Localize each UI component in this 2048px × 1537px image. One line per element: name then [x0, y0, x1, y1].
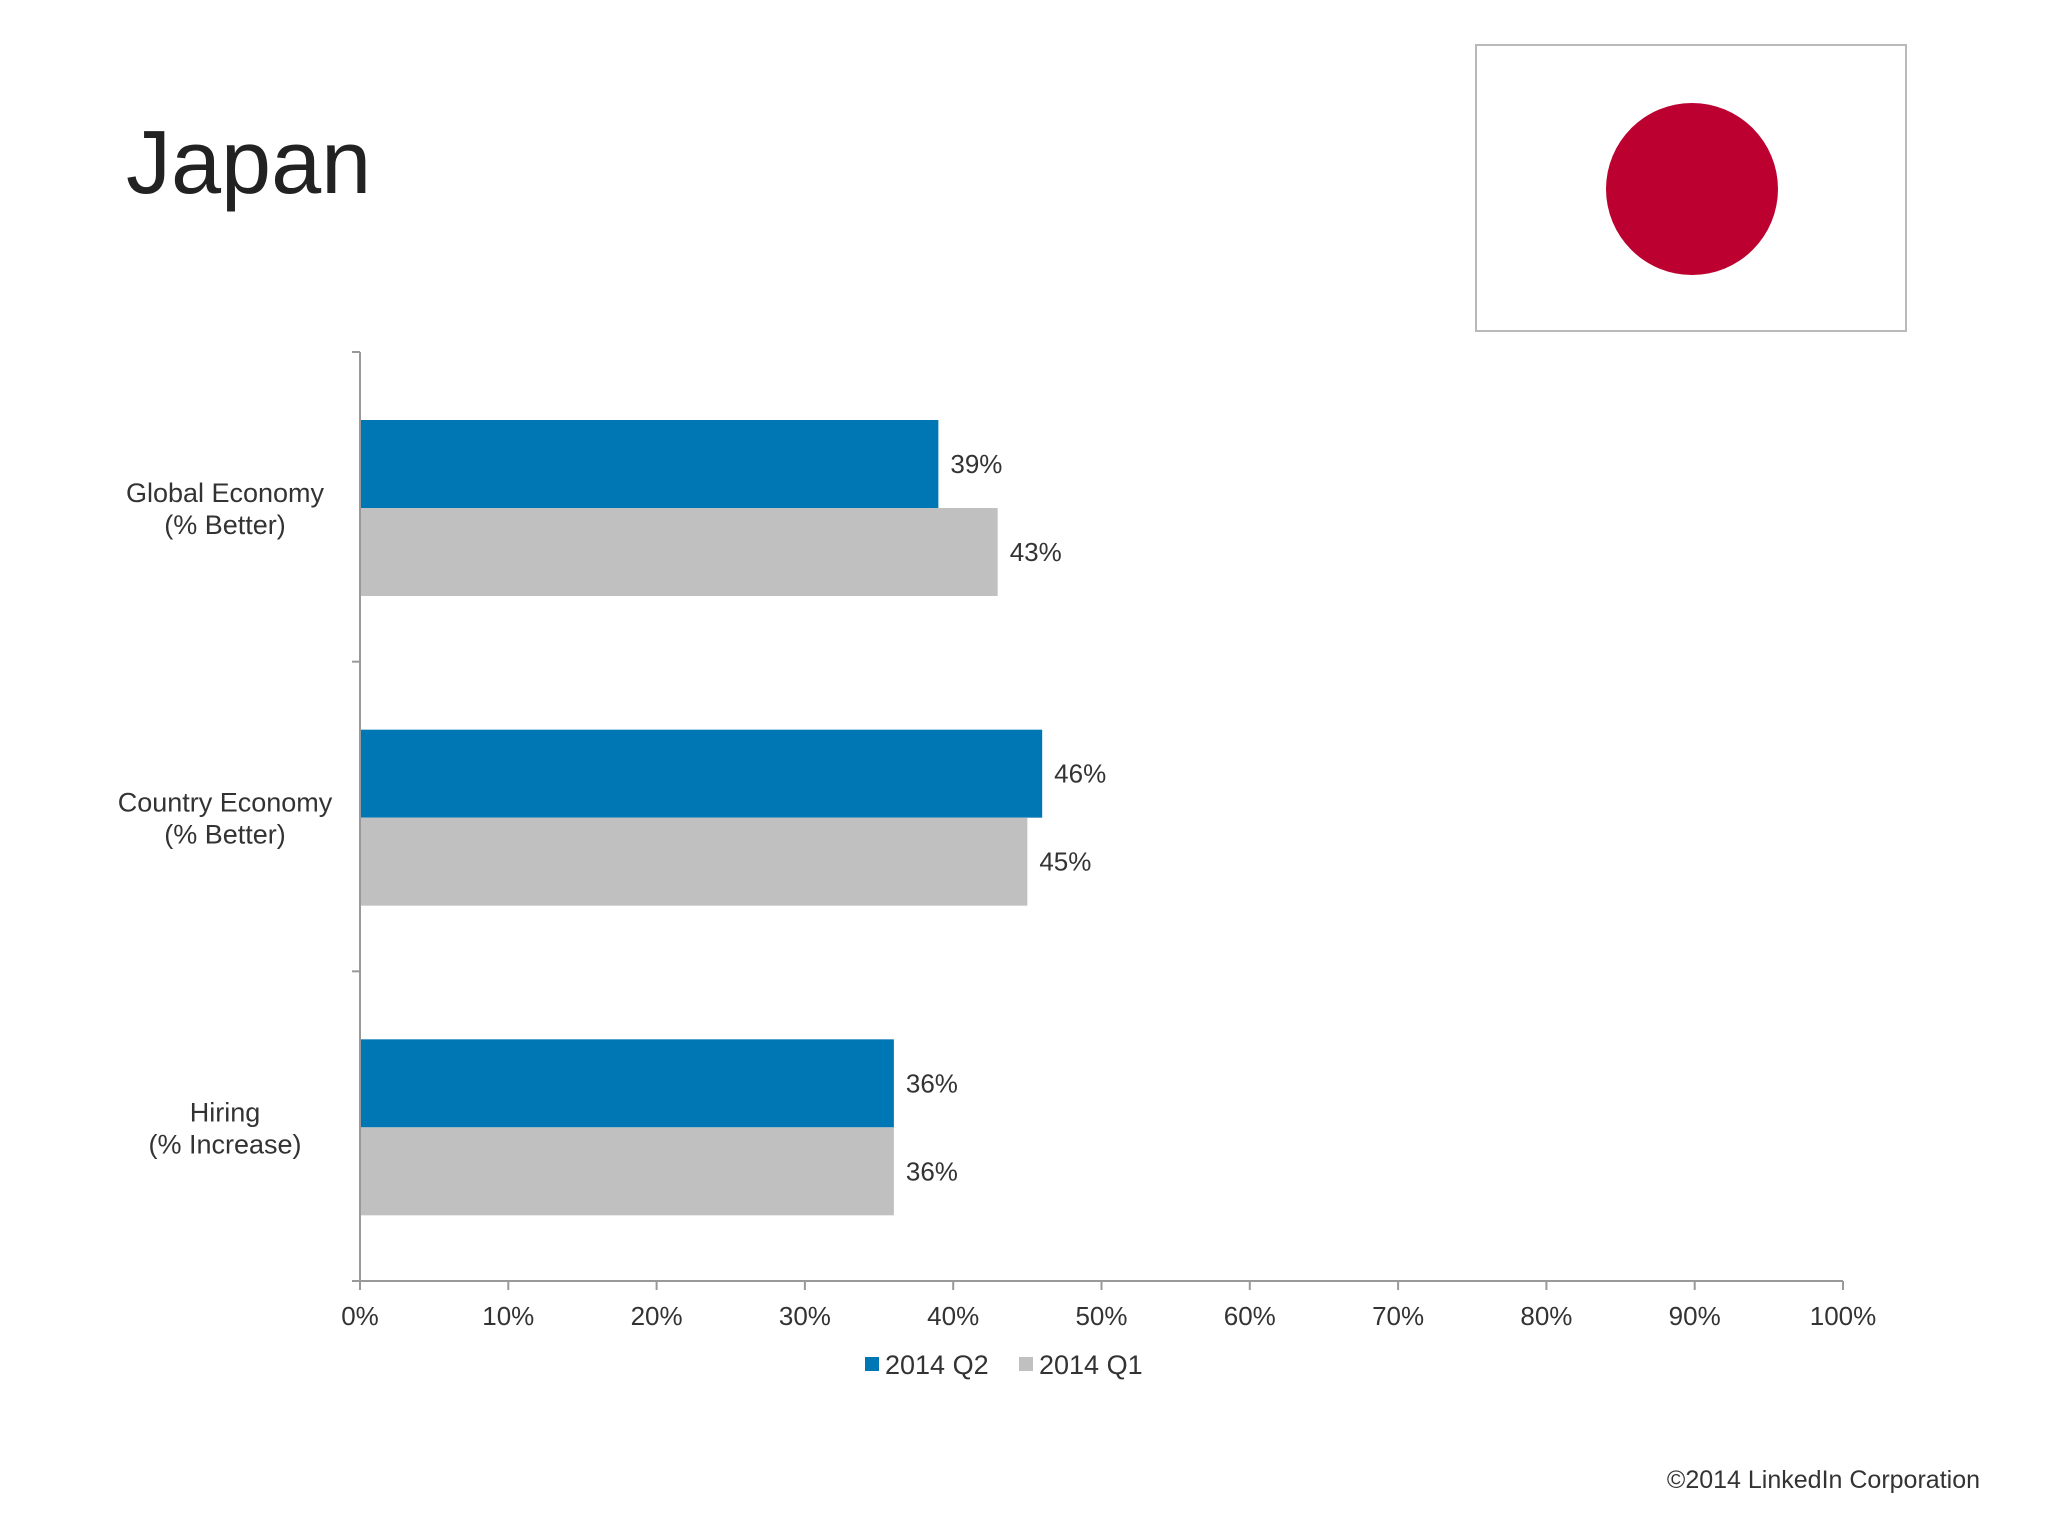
bar [360, 508, 998, 596]
legend-swatch [865, 1357, 879, 1371]
category-label-line: (% Better) [164, 820, 286, 850]
x-tick-label: 100% [1810, 1301, 1877, 1331]
copyright-notice: ©2014 LinkedIn Corporation [1666, 1466, 1980, 1494]
x-tick-label: 10% [482, 1301, 534, 1331]
data-label: 45% [1039, 847, 1091, 877]
x-tick-label: 60% [1224, 1301, 1276, 1331]
data-label: 46% [1054, 759, 1106, 789]
x-tick-label: 90% [1669, 1301, 1721, 1331]
bar [360, 420, 939, 508]
japan-flag-icon [1475, 44, 1907, 332]
x-tick-label: 30% [779, 1301, 831, 1331]
data-label: 43% [1010, 537, 1062, 567]
x-tick-label: 70% [1372, 1301, 1424, 1331]
bar [360, 1039, 894, 1128]
x-tick-label: 40% [927, 1301, 979, 1331]
legend-label: 2014 Q1 [1039, 1350, 1143, 1380]
x-tick-label: 80% [1520, 1301, 1572, 1331]
legend-swatch [1019, 1357, 1033, 1371]
data-label: 36% [906, 1156, 958, 1186]
category-label-line: (% Increase) [148, 1129, 301, 1159]
category-label: Country Economy (% Better) [118, 788, 333, 850]
x-tick-label: 0% [341, 1301, 379, 1331]
category-label-line: Country Economy [118, 788, 333, 818]
x-tick-label: 20% [631, 1301, 683, 1331]
category-label: Hiring (% Increase) [148, 1097, 301, 1159]
category-label: Global Economy (% Better) [126, 478, 325, 540]
bar [360, 817, 1028, 906]
data-label: 39% [950, 449, 1002, 479]
category-label-line: (% Better) [164, 510, 286, 540]
category-label-line: Hiring [190, 1097, 261, 1127]
legend-label: 2014 Q2 [885, 1350, 989, 1380]
bar [360, 729, 1043, 818]
bar [360, 1127, 894, 1216]
page-title: Japan [126, 113, 372, 213]
category-label-line: Global Economy [126, 478, 325, 508]
x-tick-label: 50% [1075, 1301, 1127, 1331]
data-label: 36% [906, 1068, 958, 1098]
flag-red-disc [1606, 103, 1778, 275]
